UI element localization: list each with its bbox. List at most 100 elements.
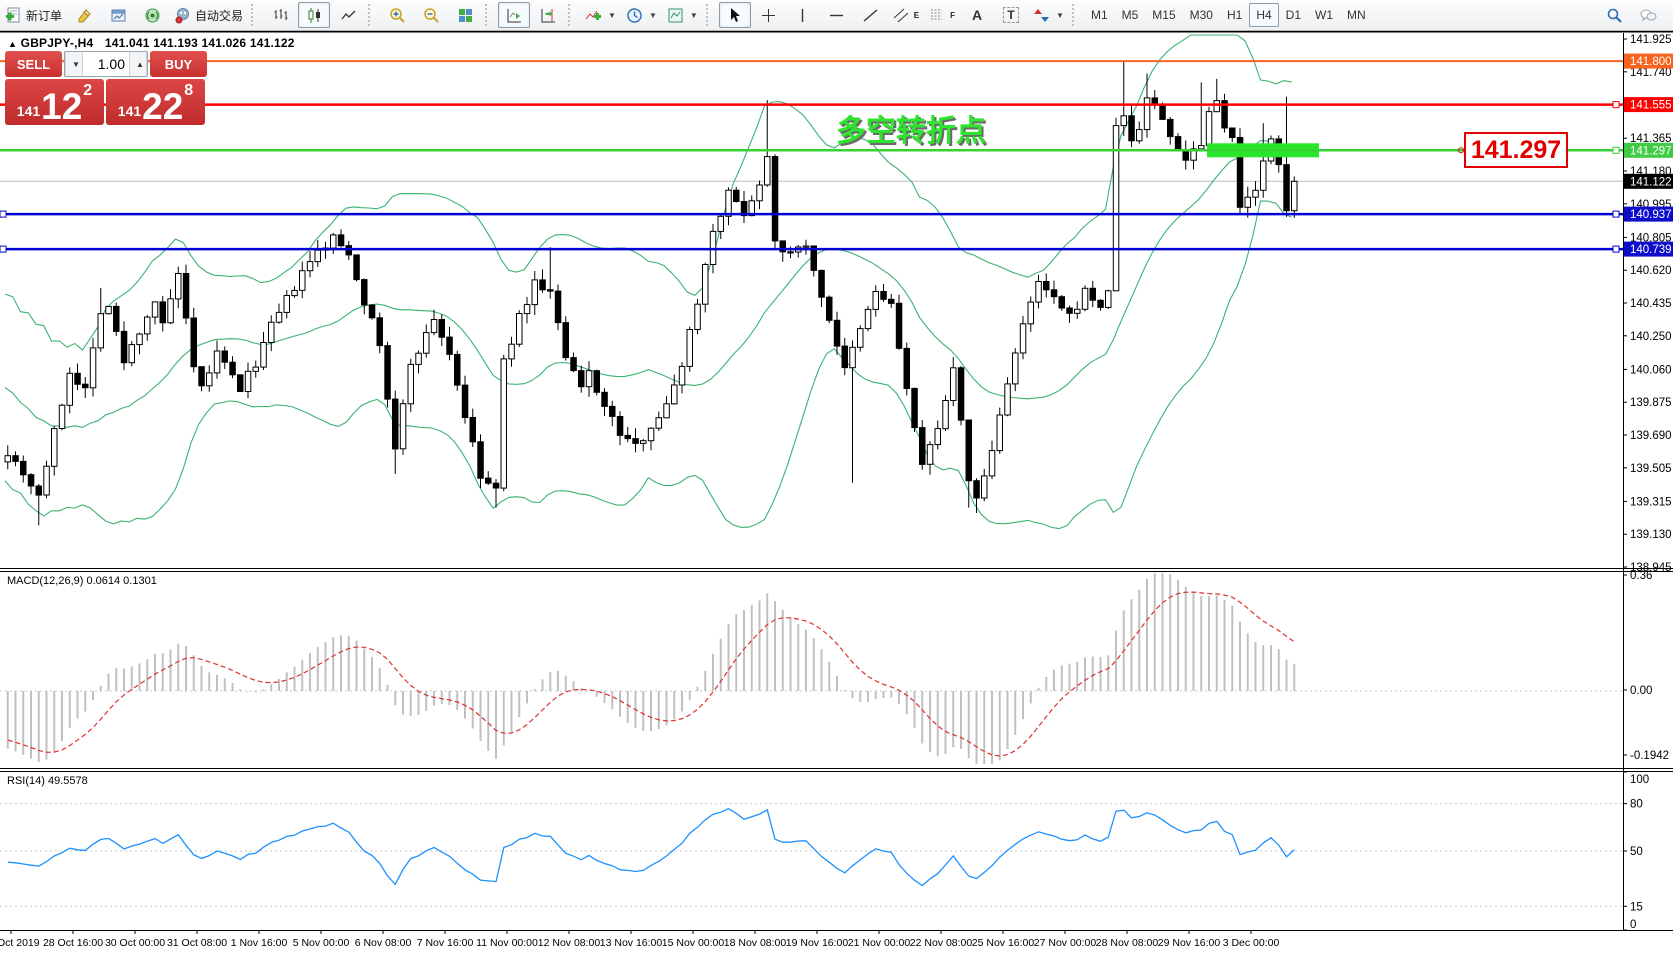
text-label-tool-button[interactable]: T (995, 2, 1027, 28)
svg-text:28 Nov 08:00: 28 Nov 08:00 (1096, 937, 1159, 949)
arrows-tool-button[interactable]: ▼ (1029, 2, 1068, 28)
timeframe-W1[interactable]: W1 (1315, 8, 1334, 22)
chart-shift-icon (541, 8, 555, 22)
periods-dropdown-arrow[interactable]: ▼ (648, 10, 657, 20)
timeframe-group: M1 M5 M15 M30 H1 H4 D1 W1 MN (1084, 3, 1373, 27)
indicators-button[interactable]: ▼ (581, 2, 620, 28)
svg-text:100: 100 (1630, 774, 1649, 786)
svg-text:29 Nov 16:00: 29 Nov 16:00 (1158, 937, 1221, 949)
toolbar-separator (705, 4, 715, 26)
indicators-icon (585, 10, 602, 20)
vertical-line-tool-button[interactable] (787, 2, 819, 28)
timeframe-H1[interactable]: H1 (1226, 8, 1243, 22)
arrows-dropdown-arrow[interactable]: ▼ (1056, 10, 1064, 20)
buy-button[interactable]: BUY (150, 51, 207, 77)
svg-text:80: 80 (1630, 799, 1643, 811)
candlestick-chart-type-button[interactable] (298, 2, 331, 28)
buy-price-prefix: 141 (117, 103, 142, 119)
rsi-line (7, 807, 1295, 887)
search-icon (1607, 8, 1622, 23)
timeframe-M30[interactable]: M30 (1189, 8, 1213, 22)
crosshair-tool-button[interactable] (753, 2, 785, 28)
signals-button[interactable] (136, 2, 168, 28)
chart-text-annotation[interactable]: 多空转折点 (836, 115, 986, 148)
toolbar-separator (251, 4, 260, 26)
timeframe-M1[interactable]: M1 (1090, 8, 1108, 22)
timeframe-M5[interactable]: M5 (1121, 8, 1139, 22)
templates-dropdown-arrow[interactable]: ▼ (689, 10, 698, 20)
toolbar-separator (485, 4, 494, 26)
new-order-button[interactable]: 新订单 (1, 2, 66, 28)
svg-text:3 Dec 00:00: 3 Dec 00:00 (1223, 937, 1280, 949)
autotrading-button[interactable]: 自动交易 (170, 2, 247, 28)
one-click-trading-panel: SELL ▼ ▲ BUY 141 12 2 141 22 8 (5, 51, 207, 125)
periods-button[interactable]: ▼ (622, 2, 661, 28)
symbol-period-label: GBPJPY-,H4 (20, 36, 94, 50)
svg-text:31 Oct 08:00: 31 Oct 08:00 (167, 937, 227, 949)
svg-text:139.505: 139.505 (1630, 463, 1672, 475)
bar-chart-type-button[interactable] (264, 2, 296, 28)
indicators-dropdown-arrow[interactable]: ▼ (608, 10, 616, 20)
signal-icon (145, 8, 160, 22)
auto-scroll-button[interactable] (498, 2, 531, 28)
svg-text:139.130: 139.130 (1630, 529, 1672, 541)
svg-text:140.805: 140.805 (1630, 232, 1672, 244)
timeframe-MN[interactable]: MN (1347, 8, 1366, 22)
chat-icon (1640, 9, 1656, 21)
svg-text:0: 0 (1630, 919, 1636, 931)
zoom-in-button[interactable] (381, 2, 413, 28)
text-tool-button[interactable]: A (961, 2, 993, 28)
svg-text:19 Nov 16:00: 19 Nov 16:00 (786, 937, 849, 949)
templates-button[interactable]: ▼ (663, 2, 702, 28)
volume-input[interactable] (83, 52, 129, 76)
svg-text:139.315: 139.315 (1630, 496, 1672, 508)
svg-text:139.875: 139.875 (1630, 397, 1672, 409)
zoom-out-icon (423, 7, 439, 23)
collapse-arrow-icon[interactable]: ▲ (8, 39, 18, 49)
volume-increase-button[interactable]: ▲ (129, 52, 147, 76)
bollinger-band (4, 34, 1292, 351)
periods-clock-icon (627, 7, 642, 23)
templates-icon (668, 8, 683, 22)
sell-button[interactable]: SELL (5, 51, 62, 77)
svg-text:18 Nov 08:00: 18 Nov 08:00 (724, 937, 787, 949)
chart-shift-button[interactable] (532, 2, 564, 28)
timeframe-H4[interactable]: H4 (1249, 3, 1279, 27)
cursor-tool-button[interactable] (718, 2, 751, 28)
svg-text:11 Nov 00:00: 11 Nov 00:00 (476, 937, 538, 949)
fibonacci-tool-button[interactable]: F (925, 2, 959, 28)
svg-text:6 Nov 08:00: 6 Nov 08:00 (355, 937, 412, 949)
chart-window-icon (111, 9, 126, 21)
svg-text:140.620: 140.620 (1630, 265, 1672, 277)
chart-window-button[interactable] (102, 2, 134, 28)
svg-text:12 Nov 08:00: 12 Nov 08:00 (538, 937, 601, 949)
svg-text:30 Oct 00:00: 30 Oct 00:00 (105, 937, 165, 949)
trendline-tool-button[interactable] (855, 2, 887, 28)
candlesticks (4, 61, 1298, 526)
crosshair-icon (762, 8, 776, 22)
price-callout-box[interactable]: 141.297 (1464, 132, 1568, 168)
svg-text:1 Nov 16:00: 1 Nov 16:00 (231, 937, 288, 949)
metaeditor-button[interactable] (68, 2, 100, 28)
svg-text:140.739: 140.739 (1630, 244, 1672, 256)
search-button[interactable] (1598, 2, 1630, 28)
timeframe-D1[interactable]: D1 (1285, 8, 1302, 22)
sell-price-main: 12 (41, 85, 83, 127)
equidistant-channel-tool-button[interactable]: E (889, 2, 923, 28)
horizontal-line-tool-button[interactable] (821, 2, 853, 28)
line-chart-type-button[interactable] (332, 2, 364, 28)
chat-button[interactable] (1632, 2, 1664, 28)
timeframe-M15[interactable]: M15 (1152, 8, 1176, 22)
macd-signal-line (7, 591, 1295, 757)
tile-windows-button[interactable] (449, 2, 481, 28)
sell-price-prefix: 141 (16, 103, 41, 119)
zoom-out-button[interactable] (415, 2, 447, 28)
volume-decrease-button[interactable]: ▼ (65, 52, 83, 76)
sell-price-display[interactable]: 141 12 2 (5, 79, 104, 125)
tile-windows-icon (458, 8, 472, 22)
buy-price-display[interactable]: 141 22 8 (106, 79, 205, 125)
svg-text:140.250: 140.250 (1630, 331, 1672, 343)
